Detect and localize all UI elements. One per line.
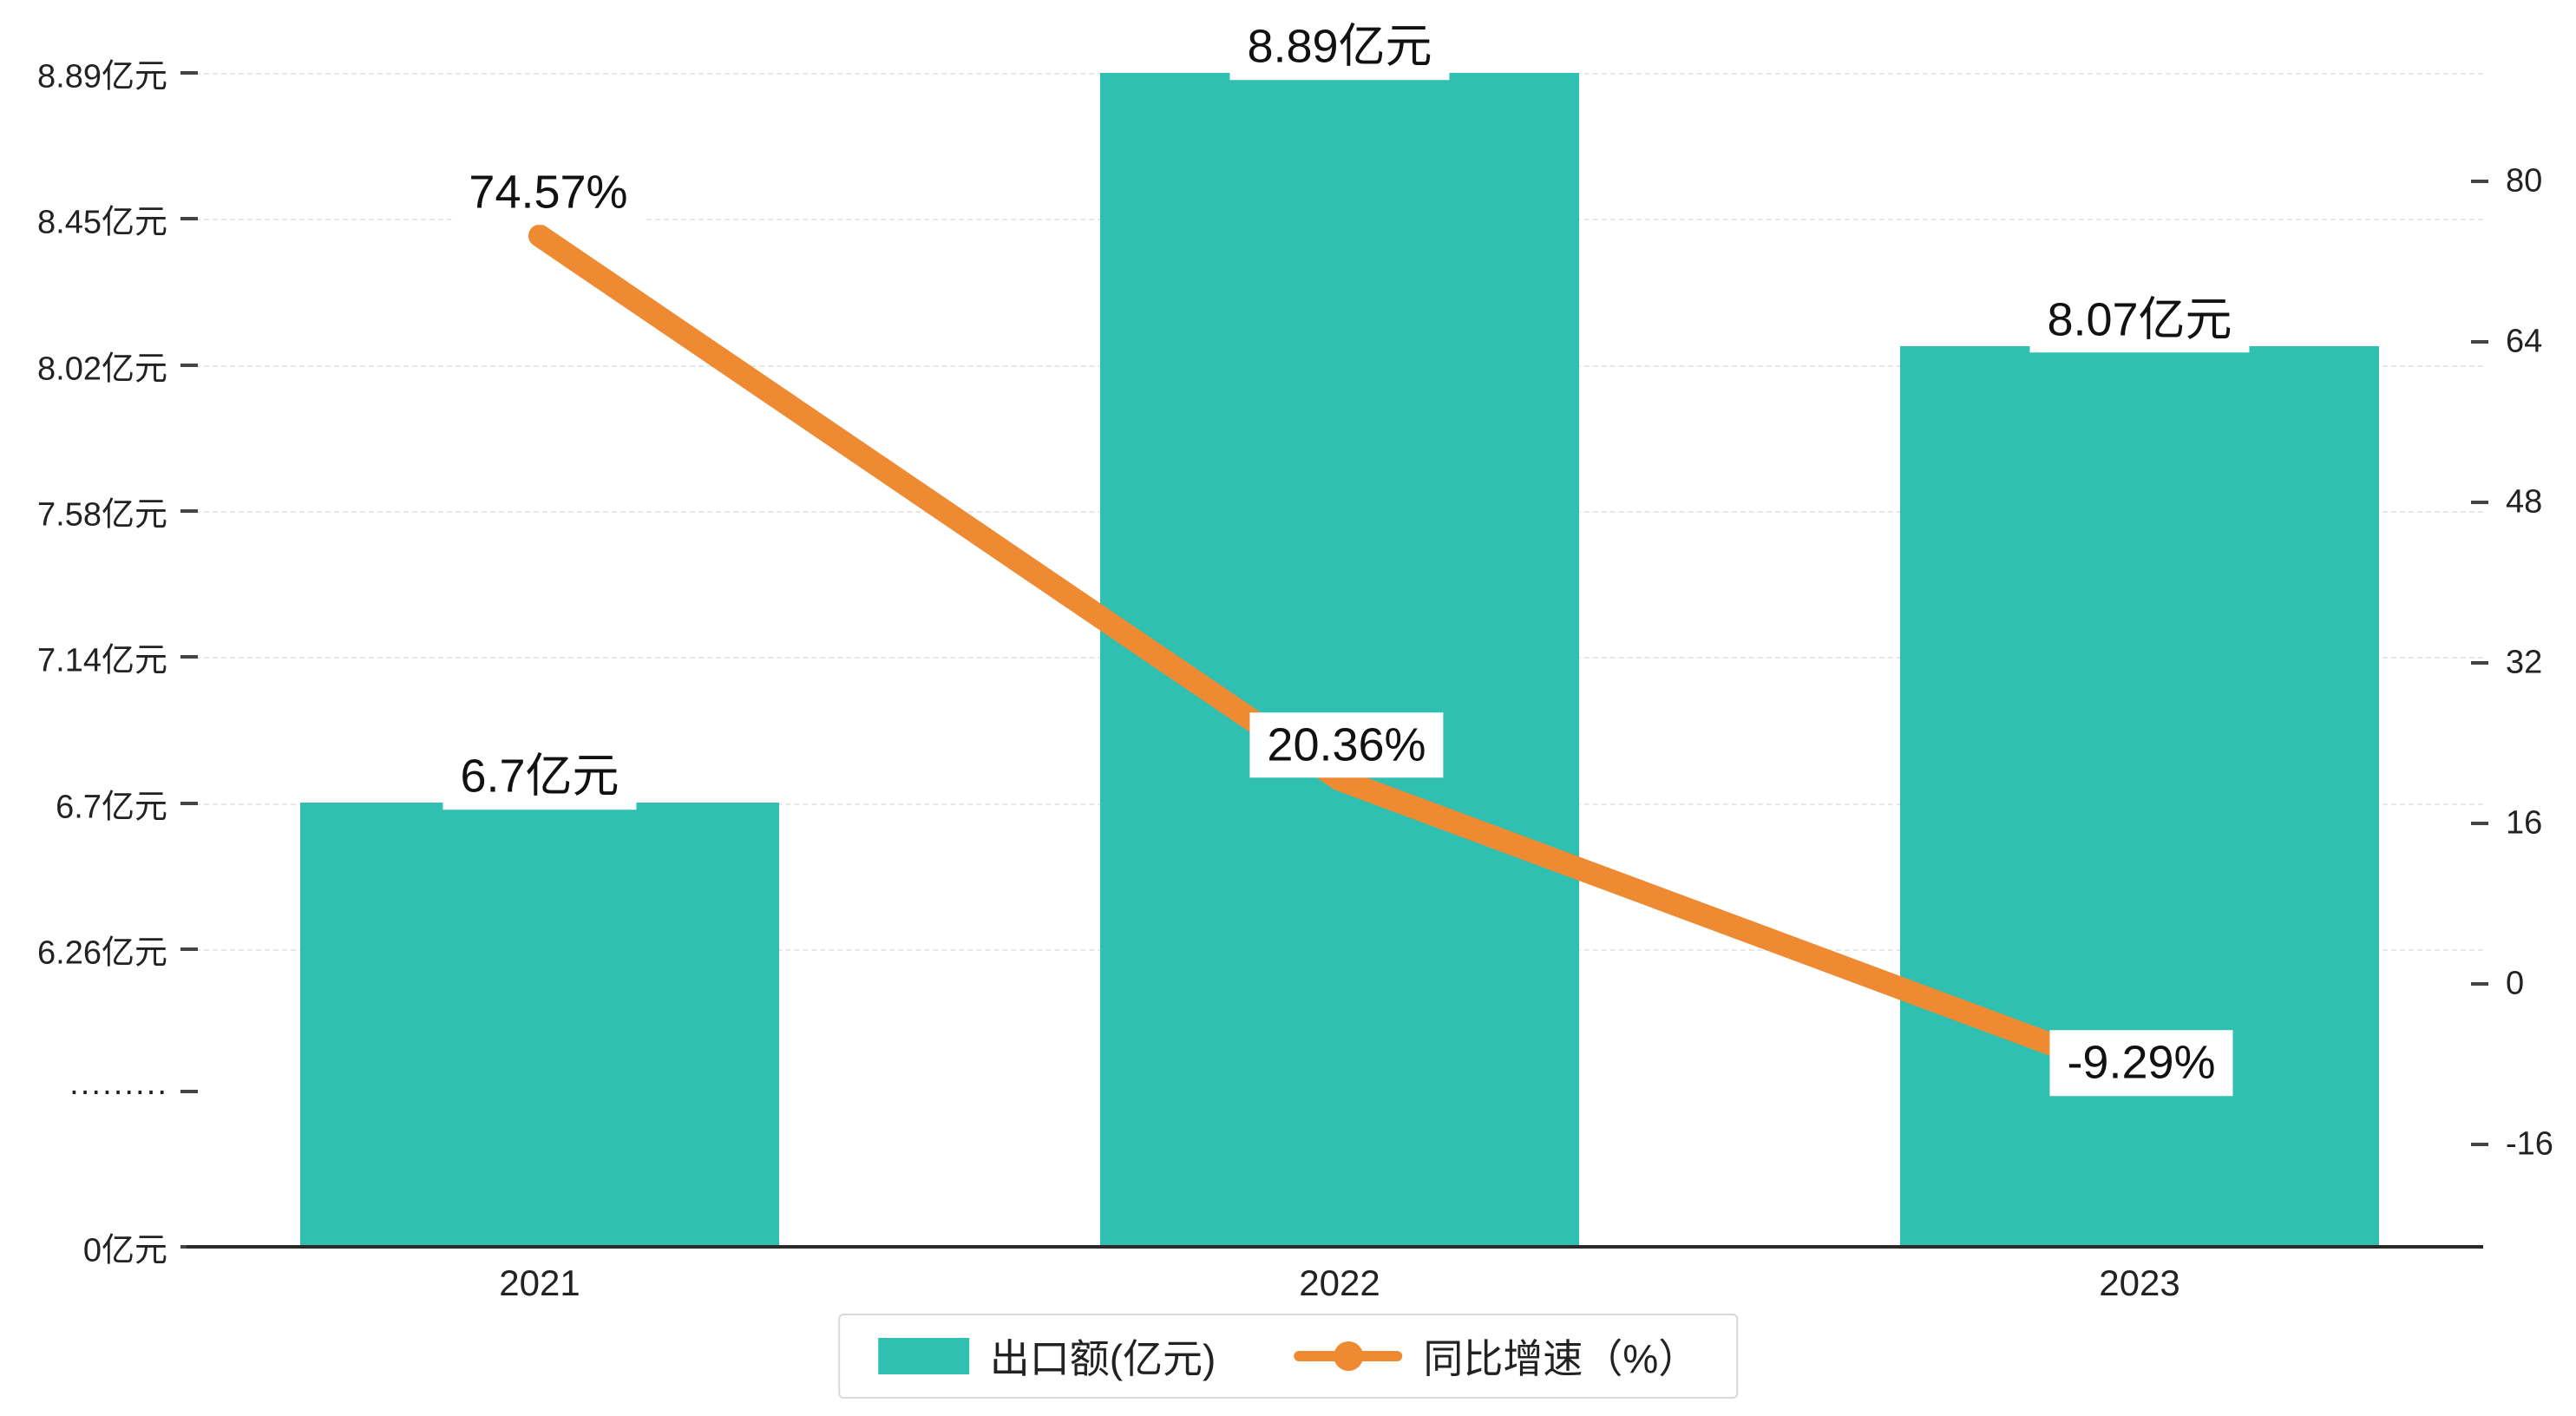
left-axis-tick-label: 8.89亿元 [37,58,167,95]
line-series-swatch-icon [1294,1338,1403,1374]
left-axis-tick-label: 7.14亿元 [37,642,167,679]
right-axis-tick-label: 32 [2506,644,2543,681]
left-axis-tick-mark [180,1090,198,1093]
growth-label-2023: -9.29% [2049,1030,2233,1097]
right-axis-tick-mark [2471,982,2488,986]
x-axis-label-2021: 2021 [499,1262,580,1303]
left-axis-tick-label: 8.45亿元 [37,204,167,241]
bar-2021 [300,803,779,1247]
legend-item-growth-rate[interactable]: 同比增速（%） [1294,1328,1698,1385]
left-axis-tick-mark [180,655,198,659]
right-axis-tick-mark [2471,1143,2488,1146]
right-axis-tick-label: 48 [2506,483,2543,521]
right-axis-tick-label: 16 [2506,804,2543,842]
left-axis-tick-mark [180,801,198,805]
right-axis-tick-label: 0 [2506,965,2525,1002]
left-axis-tick-mark [180,217,198,221]
bar-value-label-2021: 6.7亿元 [442,744,637,810]
bar-2023 [1900,345,2379,1247]
growth-label-2021: 74.57% [451,160,646,226]
right-axis-tick-mark [2471,822,2488,825]
left-axis-tick-mark [180,947,198,951]
left-axis-tick-label: 6.7亿元 [56,789,167,826]
left-axis-tick-label: 7.58亿元 [37,496,167,534]
legend-item-export-amount[interactable]: 出口额(亿元) [877,1328,1216,1385]
legend-label-export-amount: 出口额(亿元) [989,1336,1216,1381]
left-axis-tick-mark [180,71,198,75]
bar-value-label-2023: 8.07亿元 [2029,287,2250,353]
x-axis-label-2022: 2022 [1299,1262,1380,1303]
left-axis-tick-mark [180,509,198,513]
left-axis-tick-label: 8.02亿元 [37,351,167,388]
bar-series-swatch-icon [877,1338,969,1374]
right-axis-tick-mark [2471,180,2488,183]
legend-label-growth-rate: 同比增速（%） [1423,1336,1699,1381]
growth-label-2022: 20.36% [1249,711,1444,778]
x-axis-label-2023: 2023 [2099,1262,2180,1303]
x-axis-line [187,1245,2483,1249]
right-axis-tick-mark [2471,501,2488,504]
left-axis-tick-label: 6.26亿元 [37,934,167,972]
left-axis-tick-label: ········· [69,1072,167,1110]
right-axis-tick-mark [2471,661,2488,665]
left-axis-tick-mark [180,363,198,367]
right-axis-tick-label: 80 [2506,162,2543,200]
right-axis-tick-mark [2471,340,2488,344]
right-axis-tick-label: 64 [2506,323,2543,360]
bar-value-label-2022: 8.89亿元 [1229,14,1450,80]
legend: 出口额(亿元) 同比增速（%） [837,1314,1739,1399]
left-axis-tick-label: 0亿元 [82,1232,167,1269]
right-axis-tick-label: -16 [2506,1125,2553,1163]
